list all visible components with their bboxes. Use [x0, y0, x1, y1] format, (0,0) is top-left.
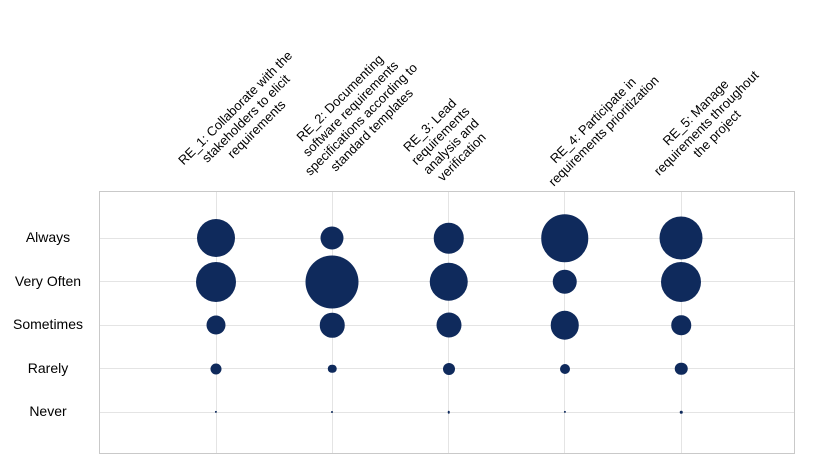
bubble-re-4-very-often — [552, 269, 577, 294]
bubble-re-1-very-often — [196, 261, 236, 302]
bubble-re-1-always — [197, 219, 235, 257]
x-axis-label-re-1: RE_1: Collaborate with the stakeholders t… — [175, 48, 316, 189]
bubble-re-4-sometimes — [550, 310, 579, 340]
bubble-re-5-never — [679, 410, 683, 414]
bubble-re-5-very-often — [661, 261, 701, 302]
bubble-re-4-rarely — [559, 363, 570, 374]
x-axis-label-re-4: RE_4: Participate in requirements priorit… — [535, 62, 662, 189]
bubble-re-1-rarely — [210, 363, 222, 374]
x-axis-label-re-2: RE_2: Documenting software requirements sp… — [281, 39, 431, 189]
x-axis-label-line: requirements prioritization — [545, 72, 662, 189]
bubble-re-2-very-often — [305, 255, 359, 308]
bubble-re-3-always — [433, 222, 464, 254]
bubble-re-5-always — [659, 216, 703, 260]
bubble-re-3-sometimes — [436, 312, 461, 338]
bubble-re-5-sometimes — [671, 315, 691, 335]
y-axis-label-sometimes: Sometimes — [12, 316, 84, 332]
y-axis-label-rarely: Rarely — [27, 359, 69, 376]
y-axis-label-always: Always — [25, 229, 71, 245]
bubble-re-2-sometimes — [320, 312, 345, 338]
bubble-re-5-rarely — [674, 362, 688, 375]
y-axis-label-very-often: Very Often — [14, 272, 82, 289]
bubble-re-2-always — [320, 226, 344, 250]
bubble-re-1-never — [214, 410, 218, 414]
bubble-re-2-never — [331, 411, 334, 413]
plot-panel — [99, 191, 795, 454]
bubble-re-3-very-often — [429, 262, 468, 301]
bubble-re-2-rarely — [328, 364, 337, 373]
x-axis-label-re-5: RE_5: Manage requirements throughout the p… — [640, 57, 772, 189]
bubble-re-3-rarely — [442, 362, 455, 375]
x-axis-label-line: requirements throughout — [650, 67, 762, 179]
bubble-re-4-always — [541, 214, 589, 262]
bubble-re-3-never — [447, 410, 450, 414]
x-axis-label-line: RE_4: Participate in — [546, 74, 639, 167]
gridline-h-never — [100, 411, 794, 413]
bubble-re-1-sometimes — [206, 315, 226, 335]
x-axis-label-line: stakeholders to elicit — [198, 71, 293, 166]
x-axis-label-re-3: RE_3: Lead requirements analysis and verifi… — [397, 93, 493, 189]
y-axis-label-never: Never — [29, 403, 67, 419]
bubble-re-4-never — [563, 410, 566, 414]
